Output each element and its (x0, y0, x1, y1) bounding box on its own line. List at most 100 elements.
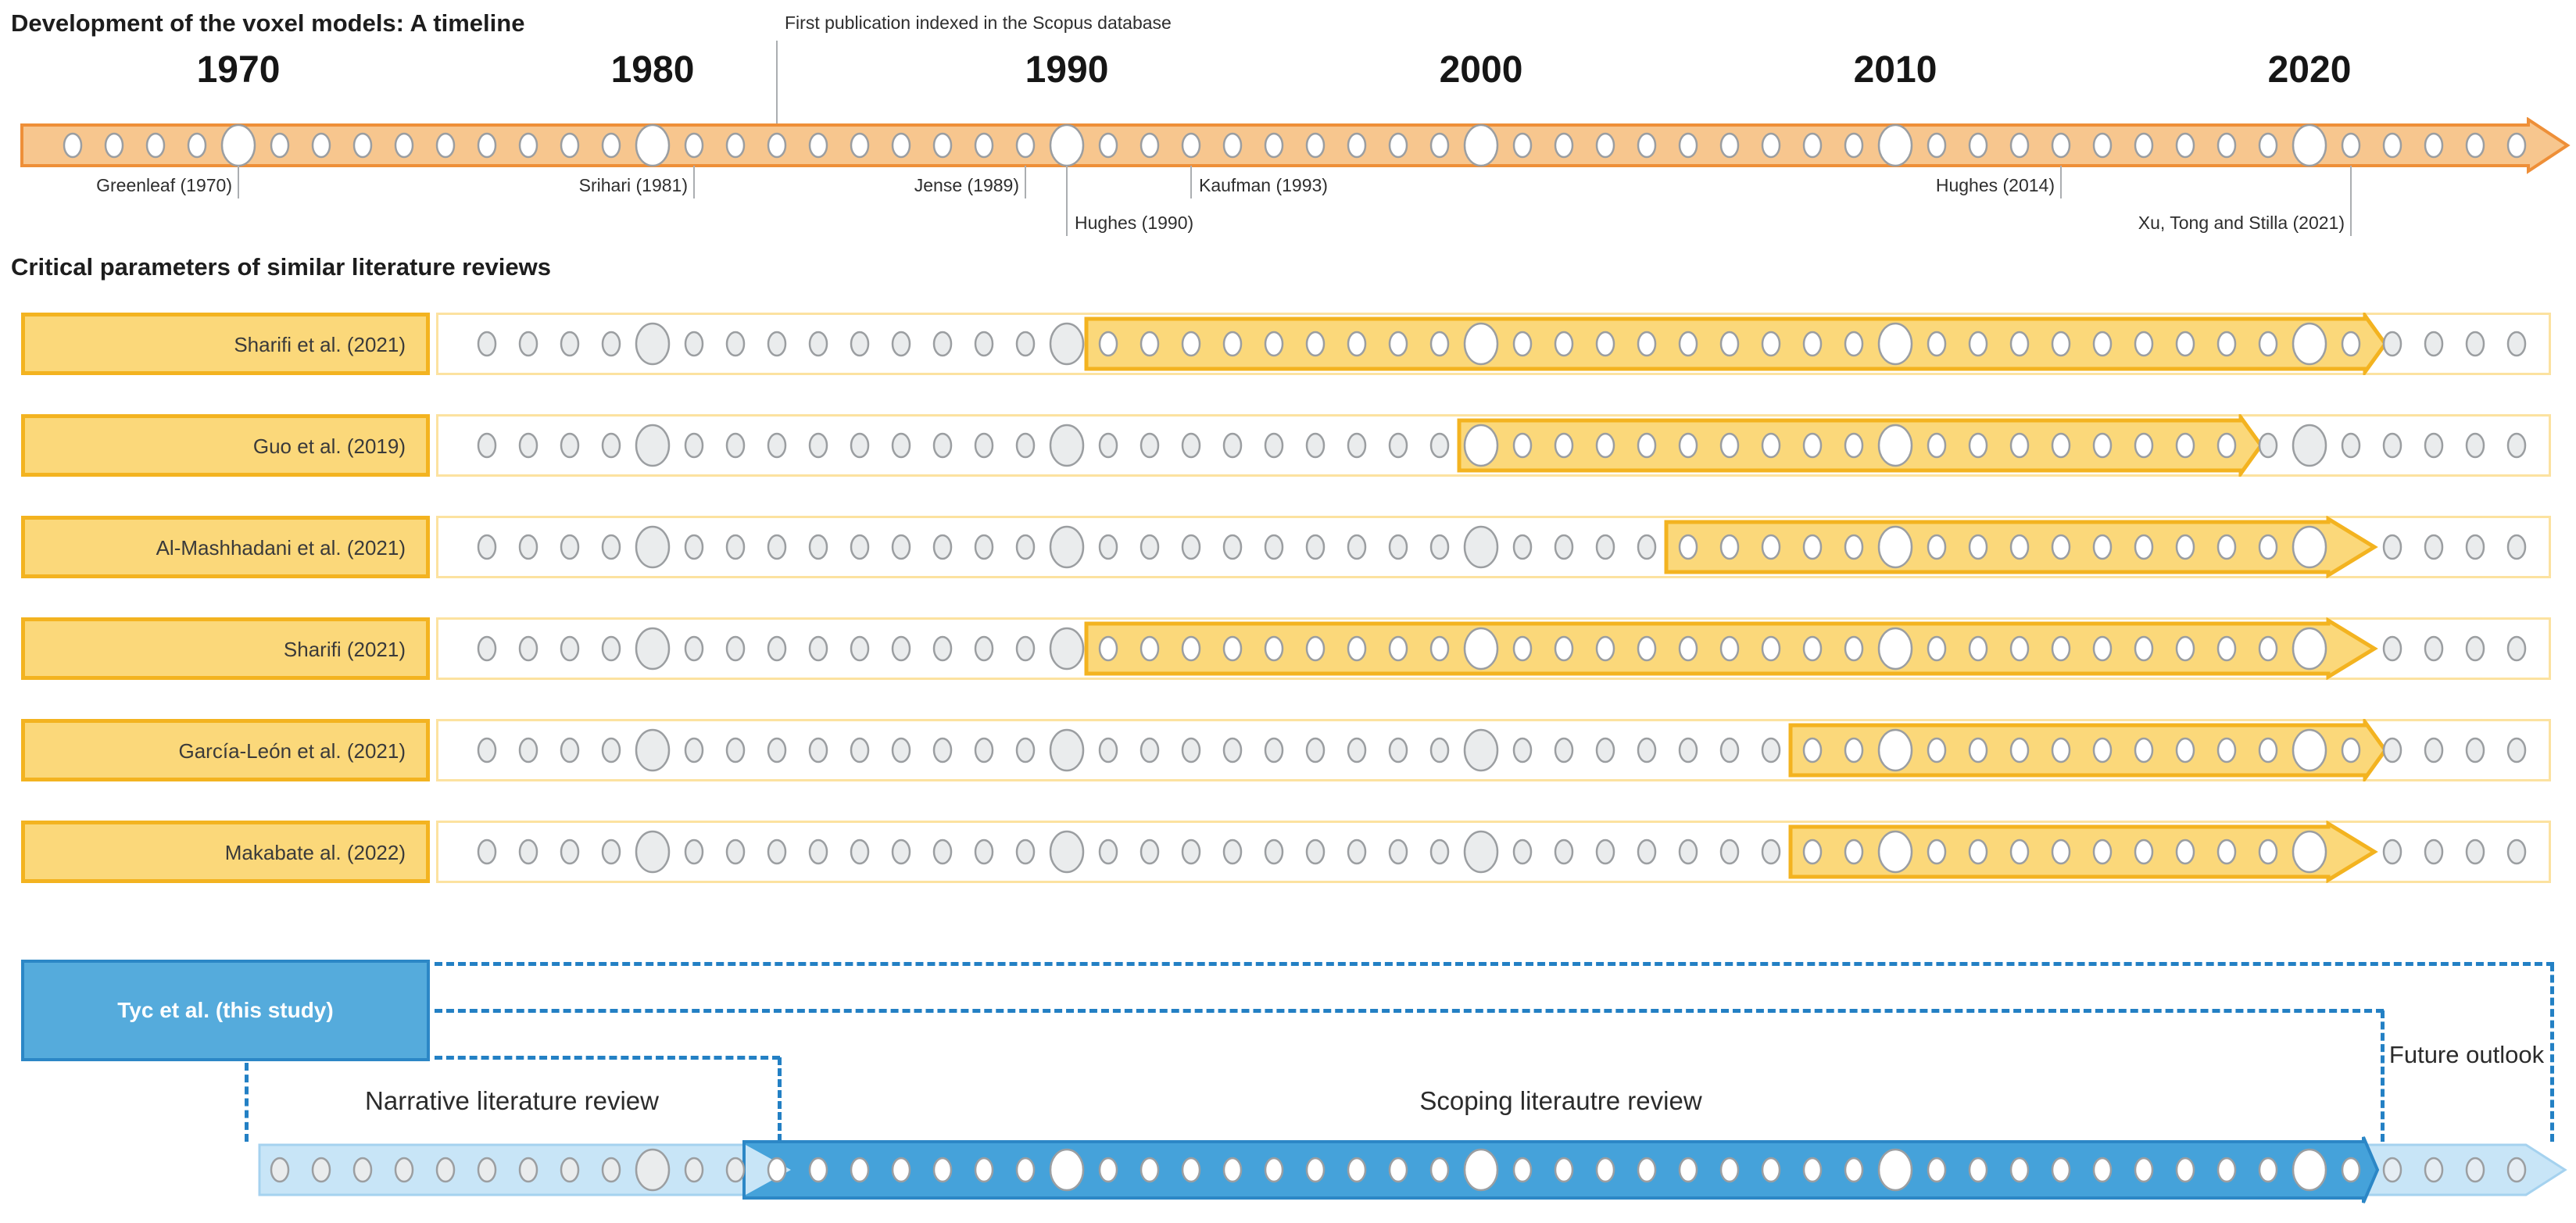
study-year-dot (2424, 1157, 2444, 1183)
review-year-dot (1877, 728, 1913, 772)
review-year-dot (1015, 839, 1036, 865)
review-year-dot (932, 635, 953, 662)
study-year-dot (1678, 1157, 1698, 1183)
review-year-dot (1678, 432, 1698, 459)
review-year-dot (1595, 331, 1615, 357)
review-year-dot (635, 627, 671, 671)
review-year-dot (1181, 331, 1201, 357)
review-year-dot (2051, 635, 2071, 662)
publication-tick (693, 166, 695, 198)
review-year-dot (2092, 635, 2113, 662)
review-year-dot (1140, 331, 1160, 357)
review-year-dot (1098, 635, 1118, 662)
review-year-dot (850, 432, 870, 459)
review-year-dot (2175, 534, 2195, 560)
review-year-dot (2341, 432, 2361, 459)
review-year-dot (2216, 737, 2237, 763)
timeline-year-dot (1463, 123, 1499, 167)
page-title: Development of the voxel models: A timel… (11, 9, 525, 37)
study-year-dot (1927, 1157, 1947, 1183)
review-year-dot (2465, 331, 2485, 357)
review-year-dot (477, 737, 497, 763)
review-year-dot (2009, 737, 2030, 763)
review-year-dot (974, 839, 994, 865)
study-dashed-line-bottom (435, 1056, 780, 1060)
review-year-dot (2092, 534, 2113, 560)
review-year-dot (1678, 534, 1698, 560)
year-label-1970: 1970 (196, 49, 281, 91)
study-year-dot (1347, 1157, 1367, 1183)
review-year-dot (767, 839, 787, 865)
future-outlook-dashed-right (2550, 964, 2554, 1142)
review-year-dot (2258, 737, 2278, 763)
study-year-dot (1264, 1157, 1284, 1183)
review-year-dot (1637, 534, 1657, 560)
review-year-dot (1637, 737, 1657, 763)
study-year-dot (2341, 1157, 2361, 1183)
review-year-dot (1844, 839, 1864, 865)
review-year-dot (1968, 432, 1988, 459)
review-year-dot (1877, 627, 1913, 671)
review-year-dot (477, 331, 497, 357)
study-year-dot (1098, 1157, 1118, 1183)
timeline-year-dot (311, 132, 331, 159)
review-year-dot (1844, 534, 1864, 560)
study-year-dot (1222, 1157, 1243, 1183)
review-year-dot (725, 534, 746, 560)
study-year-dot (974, 1157, 994, 1183)
study-year-dot (2216, 1157, 2237, 1183)
year-label-2020: 2020 (2267, 49, 2352, 91)
review-year-dot (2424, 737, 2444, 763)
review-year-dot (2424, 839, 2444, 865)
publication-tick (1066, 166, 1068, 236)
review-year-dot (1761, 839, 1781, 865)
phase-label-scoping: Scoping literautre review (1419, 1086, 1702, 1115)
review-year-dot (1719, 534, 1740, 560)
timeline-year-dot (808, 132, 828, 159)
study-year-dot (1049, 1148, 1085, 1192)
review-year-dot (1222, 534, 1243, 560)
review-year-dot (1761, 331, 1781, 357)
review-year-dot (891, 839, 911, 865)
future-outlook-dashed-left (2381, 1010, 2385, 1142)
review-year-dot (1388, 737, 1408, 763)
review-year-dot (1927, 839, 1947, 865)
review-year-dot (635, 424, 671, 467)
review-year-dot (974, 737, 994, 763)
study-year-dot (1844, 1157, 1864, 1183)
study-year-dot (2175, 1157, 2195, 1183)
timeline-year-dot (2382, 132, 2402, 159)
review-year-dot (635, 525, 671, 569)
publication-tick (1025, 166, 1026, 198)
review-year-dot (1844, 737, 1864, 763)
review-year-dot (1388, 331, 1408, 357)
publication-label: Xu, Tong and Stilla (2021) (2138, 213, 2345, 233)
review-year-dot (1140, 432, 1160, 459)
review-year-dot (725, 432, 746, 459)
timeline-year-dot (2292, 123, 2327, 167)
review-year-dot (1463, 728, 1499, 772)
scopus-annotation-line (776, 41, 778, 131)
timeline-year-dot (2175, 132, 2195, 159)
review-year-dot (1761, 432, 1781, 459)
review-year-dot (2092, 839, 2113, 865)
timeline-year-dot (187, 132, 207, 159)
review-year-dot (2134, 737, 2154, 763)
study-year-dot (1719, 1157, 1740, 1183)
study-year-dot (932, 1157, 953, 1183)
study-year-dot (1463, 1148, 1499, 1192)
review-year-dot (2292, 627, 2327, 671)
review-year-dot (684, 839, 704, 865)
review-year-dot (2506, 432, 2527, 459)
timeline-year-dot (220, 123, 256, 167)
timeline-year-dot (394, 132, 414, 159)
review-year-dot (1305, 534, 1326, 560)
review-year-dot (2465, 534, 2485, 560)
review-year-dot (974, 635, 994, 662)
timeline-year-dot (850, 132, 870, 159)
timeline-year-dot (1098, 132, 1118, 159)
review-year-dot (1512, 839, 1533, 865)
review-year-dot (2092, 737, 2113, 763)
review-year-dot (767, 432, 787, 459)
review-year-dot (2506, 635, 2527, 662)
